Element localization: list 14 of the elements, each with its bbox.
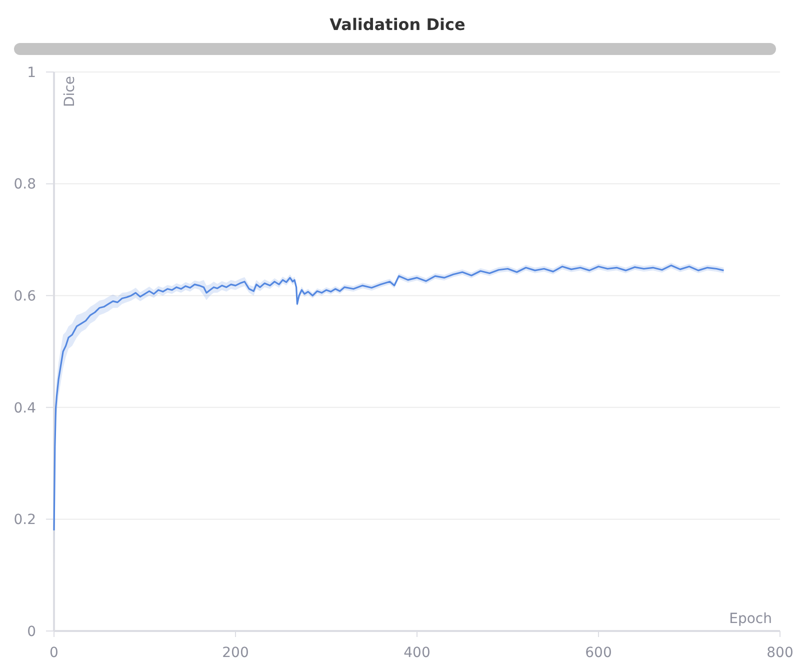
- x-tick-label: 200: [222, 645, 249, 661]
- y-tick-label: 0.4: [14, 400, 36, 416]
- y-tick-label: 1: [27, 64, 36, 81]
- y-axis-title: Dice: [62, 76, 78, 107]
- y-tick-label: 0.6: [14, 288, 36, 304]
- x-tick-label: 0: [50, 645, 58, 661]
- x-axis-title: Epoch: [729, 611, 772, 627]
- x-tick-label: 600: [585, 645, 612, 661]
- y-tick-label: 0: [27, 624, 36, 640]
- chart-title: Validation Dice: [330, 15, 466, 34]
- y-tick-label: 0.8: [14, 176, 36, 193]
- x-tick-label: 800: [766, 645, 794, 661]
- y-tick-label: 0.2: [14, 512, 36, 528]
- x-tick-label: 400: [404, 645, 430, 661]
